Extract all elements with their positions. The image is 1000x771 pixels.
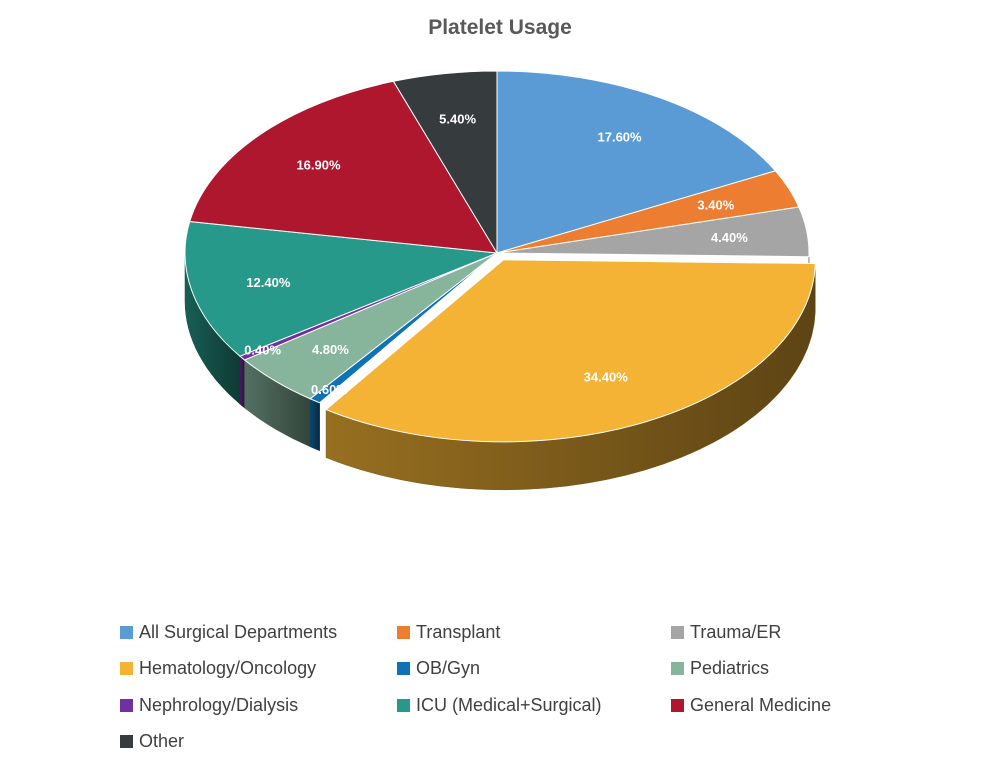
pie-slice-hematology-oncology xyxy=(325,259,816,443)
legend-swatch xyxy=(671,625,684,639)
legend-item-ob-gyn: OB/Gyn xyxy=(397,657,480,681)
legend-label: OB/Gyn xyxy=(416,658,481,678)
chart-title: Platelet Usage xyxy=(428,16,572,39)
pie-slice-icu-medical-surgical xyxy=(184,220,498,357)
data-label-other: 5.40% xyxy=(439,111,476,126)
pie-side-nephrology-dialysis xyxy=(239,355,245,409)
legend-swatch xyxy=(120,698,133,712)
legend-item-pediatrics: Pediatrics xyxy=(671,657,769,681)
legend-item-transplant: Transplant xyxy=(397,620,500,644)
legend-label: Transplant xyxy=(416,621,501,642)
pie-tops xyxy=(184,70,816,443)
legend-swatch xyxy=(671,662,684,675)
legend-swatch xyxy=(120,662,133,675)
legend-label: General Medicine xyxy=(690,694,832,715)
data-label-transplant: 3.40% xyxy=(697,198,734,213)
legend-item-trauma-er: Trauma/ER xyxy=(671,620,781,644)
legend-label: Hematology/Oncology xyxy=(139,658,317,678)
pie-slice-all-surgical-departments xyxy=(496,70,777,254)
pie-slice-general-medicine xyxy=(189,80,498,254)
legend-item-general-medicine: General Medicine xyxy=(671,693,831,717)
data-label-icu-medical-surgical: 12.40% xyxy=(246,275,291,290)
legend-label: Other xyxy=(139,731,185,751)
data-label-all-surgical-departments: 17.60% xyxy=(598,130,643,145)
legend-swatch xyxy=(671,698,684,712)
data-label-hematology-oncology: 34.40% xyxy=(584,370,629,385)
legend-swatch xyxy=(120,735,133,748)
legend-item-nephrology-dialysis: Nephrology/Dialysis xyxy=(120,693,298,717)
legend-label: ICU (Medical+Surgical) xyxy=(416,694,602,715)
legend-item-all-surgical-departments: All Surgical Departments xyxy=(120,620,337,644)
legend-swatch xyxy=(397,698,410,712)
pie-slice-other xyxy=(392,70,498,255)
legend-label: Nephrology/Dialysis xyxy=(139,694,299,715)
data-label-pediatrics: 4.80% xyxy=(312,342,349,357)
legend-label: Pediatrics xyxy=(690,658,770,678)
legend-item-other: Other xyxy=(120,730,184,754)
legend-swatch xyxy=(120,625,133,639)
pie-side-ob-gyn xyxy=(309,398,320,452)
pie-chart: 17.60% 3.40% 4.40% 34.40% 0.60% 4.80% 0.40% 12.… xyxy=(184,70,816,491)
data-label-ob-gyn: 0.60% xyxy=(311,382,348,397)
pie-slice-trauma-er xyxy=(496,206,810,258)
data-label-trauma-er: 4.40% xyxy=(711,230,748,245)
pie-labels: 17.60% 3.40% 4.40% 34.40% 0.60% 4.80% 0.40% 12.… xyxy=(244,111,748,397)
data-label-nephrology-dialysis: 0.40% xyxy=(244,343,281,358)
legend-swatch xyxy=(397,625,410,639)
legend-item-icu-medical-surgical: ICU (Medical+Surgical) xyxy=(397,693,602,717)
legend-swatch xyxy=(397,662,410,675)
data-label-general-medicine: 16.90% xyxy=(296,158,341,173)
legend-item-hematology-oncology: Hematology/Oncology xyxy=(120,657,316,681)
legend-label: Trauma/ER xyxy=(690,621,782,642)
legend-label: All Surgical Departments xyxy=(139,621,338,642)
